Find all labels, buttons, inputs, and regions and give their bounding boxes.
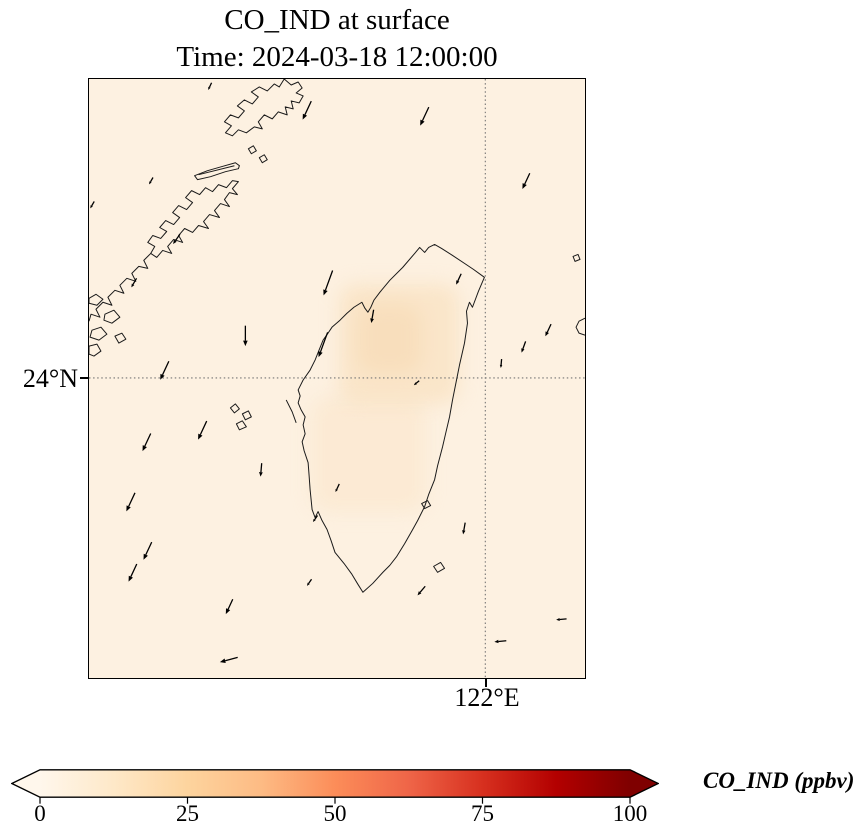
colorbar-under-arrow [11,769,41,798]
lon-tick-mark [485,679,487,687]
colorbar-tick-label: 75 [471,801,494,826]
wind-arrow [499,359,503,369]
wind-arrow [243,325,248,347]
coastline-path [147,180,239,258]
coastline-path [247,145,257,155]
wind-arrow [370,309,375,324]
wind-arrow [208,82,213,90]
wind-arrow [302,100,312,120]
wind-arrow [413,380,420,386]
wind-arrow [198,420,208,440]
wind-arrow [131,277,138,288]
title-line-variable: CO_IND at surface [224,4,450,36]
wind-arrow [306,578,313,586]
coastline-path [258,154,268,164]
coastline-path [194,162,240,181]
coastline-path [114,332,127,344]
map-area [88,78,586,679]
wind-arrow [126,492,136,512]
title-line-time: Time: 2024-03-18 12:00:00 [176,41,498,73]
coastline-path [223,79,304,137]
coastline-path [89,293,104,306]
wind-arrow [173,233,181,245]
wind-arrow [335,483,340,493]
wind-arrow [219,656,238,663]
coastline-path [575,317,585,336]
lat-tick-label: 24°N [22,364,78,393]
coastline-path [285,399,297,424]
coastline-path [89,343,102,357]
wind-arrow [545,323,552,337]
coastline-path [103,309,121,324]
wind-arrow [456,273,462,285]
wind-arrow [318,332,329,358]
coastline-path [235,420,247,431]
colorbar-gradient [40,769,630,798]
wind-arrow [90,201,95,209]
lon-tick-label: 122°E [454,683,520,712]
colorbar-tick-label: 100 [612,801,648,826]
colorbar-canvas [10,769,660,804]
co-field-tint-patch [311,397,426,512]
wind-arrow [160,360,170,380]
wind-arrow [521,341,527,353]
wind-arrow [494,639,507,644]
coastline-path [89,326,108,341]
wind-arrow [312,515,319,523]
wind-arrow [128,563,138,582]
wind-arrow [323,270,334,296]
coastline-path [572,253,581,262]
colorbar [10,769,660,809]
wind-arrow [522,172,531,190]
coastline-path [89,253,152,322]
plot-title: CO_IND at surface Time: 2024-03-18 12:00… [88,2,586,76]
colorbar-tick-labels: 0 25 50 75 100 [11,801,659,831]
wind-arrow [556,618,567,621]
colorbar-tick-label: 50 [323,801,347,826]
wind-arrow [462,522,466,535]
coastline-path [297,243,485,593]
map-canvas [89,79,585,678]
colorbar-tick-label: 0 [34,801,46,826]
wind-arrow [420,106,430,126]
wind-arrow [149,177,154,185]
lat-tick-mark [80,377,88,379]
wind-arrow [417,585,426,596]
wind-arrow [259,463,263,477]
wind-arrow [142,433,152,452]
coastline-path [229,403,240,414]
colorbar-tick-label: 25 [176,801,199,826]
wind-arrow [143,541,153,560]
coastline-path [421,500,432,510]
coastline-path [433,561,446,573]
coastline-path [241,410,252,421]
colorbar-over-arrow [630,769,659,798]
colorbar-label: CO_IND (ppbv) [703,768,853,793]
coastline-path [198,165,235,176]
wind-arrow [225,599,234,615]
